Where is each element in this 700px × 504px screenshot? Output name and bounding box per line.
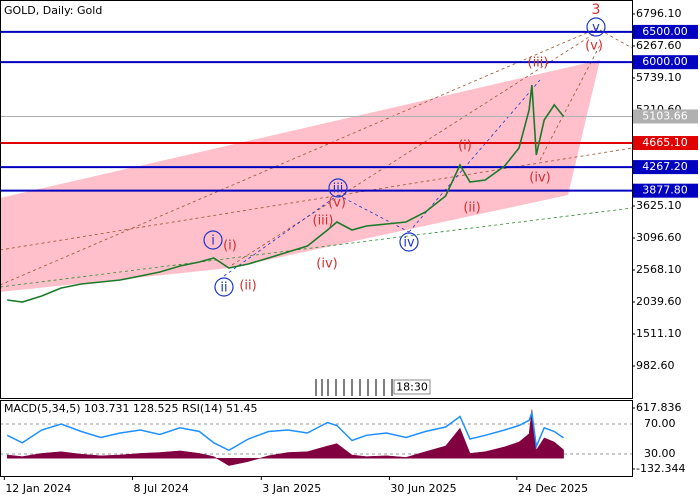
y-tick-label: 2039.60: [636, 295, 682, 308]
y-tick-label: 3625.10: [636, 199, 682, 212]
wave-label: (iii): [313, 214, 334, 229]
wave-label: (i): [223, 239, 237, 254]
wave-label: (iii): [528, 56, 549, 71]
indicator-frame: [0, 400, 633, 477]
wave-label: iv: [403, 236, 415, 251]
trend-lines: [0, 27, 633, 286]
x-tick-label: 24 Dec 2025: [518, 482, 588, 495]
wave-circle: [328, 178, 348, 198]
y-tick-label: -132.344: [636, 462, 685, 475]
wave-label: 3: [592, 2, 601, 18]
y-tick-label: 6267.60: [636, 39, 682, 52]
wave-label: (ii): [239, 279, 256, 294]
wave-circle: [586, 17, 606, 37]
price-line: [7, 84, 565, 303]
wave-label: (iv): [316, 257, 337, 272]
wave-label: (ii): [463, 201, 480, 216]
level-box: [632, 136, 698, 151]
support-line: [0, 207, 633, 288]
wave-label: (v): [328, 196, 346, 211]
wave-circle: [399, 232, 419, 252]
wave-label: iii: [333, 182, 344, 197]
y-tick-label: 617.836: [636, 401, 682, 414]
time-box: [393, 379, 431, 395]
x-tick-label: 8 Jul 2024: [133, 482, 188, 495]
channel: [0, 60, 600, 292]
y-tick-label: 6796.10: [636, 7, 682, 20]
level-label: 6000.00: [642, 55, 688, 68]
x-tick-label: 12 Jan 2024: [5, 482, 71, 495]
level-label: 4267.20: [642, 160, 688, 173]
indicator-title: MACD(5,34,5) 103.731 128.525 RSI(14) 51.…: [4, 402, 257, 415]
rsi-line: [6, 412, 565, 452]
wave-circle: [214, 277, 234, 297]
y-tick-label: 982.60: [636, 359, 675, 372]
wave-label: (i): [458, 139, 472, 154]
plot-layer: 6796.106267.605739.105210.603625.103096.…: [0, 2, 698, 495]
level-box: [632, 183, 698, 198]
price-frame: [0, 0, 633, 399]
level-box: [632, 160, 698, 175]
wave-lines: [223, 79, 541, 277]
level-label: 4665.10: [642, 136, 688, 149]
y-tick-label: 5739.10: [636, 71, 682, 84]
wave-label: ii: [220, 281, 227, 296]
wave-label: i: [211, 234, 215, 249]
level-box: [632, 55, 698, 70]
level-label: 6500.00: [642, 25, 688, 38]
y2-tick-label: 70.00: [644, 417, 676, 430]
wave-circle: [203, 230, 223, 250]
level-label: 5103.66: [642, 109, 688, 122]
chart-title: GOLD, Daily: Gold: [4, 4, 102, 17]
y-tick-label: 1511.10: [636, 327, 682, 340]
wave-label: (v): [585, 39, 603, 54]
level-box: [632, 24, 698, 39]
wave-label: (iv): [529, 171, 550, 186]
x-tick-label: 30 Jun 2025: [390, 482, 456, 495]
y2-tick-label: 30.00: [644, 447, 676, 460]
y-tick-label: 3096.60: [636, 231, 682, 244]
macd-histogram: [6, 409, 564, 466]
x-tick-label: 3 Jan 2025: [262, 482, 321, 495]
y-tick-label: 2568.10: [636, 263, 682, 276]
level-label: 3877.80: [642, 184, 688, 197]
level-box: [632, 109, 698, 124]
period-separators: [315, 379, 393, 396]
wave-label: v: [592, 21, 600, 36]
time-label: 18:30: [396, 381, 428, 394]
